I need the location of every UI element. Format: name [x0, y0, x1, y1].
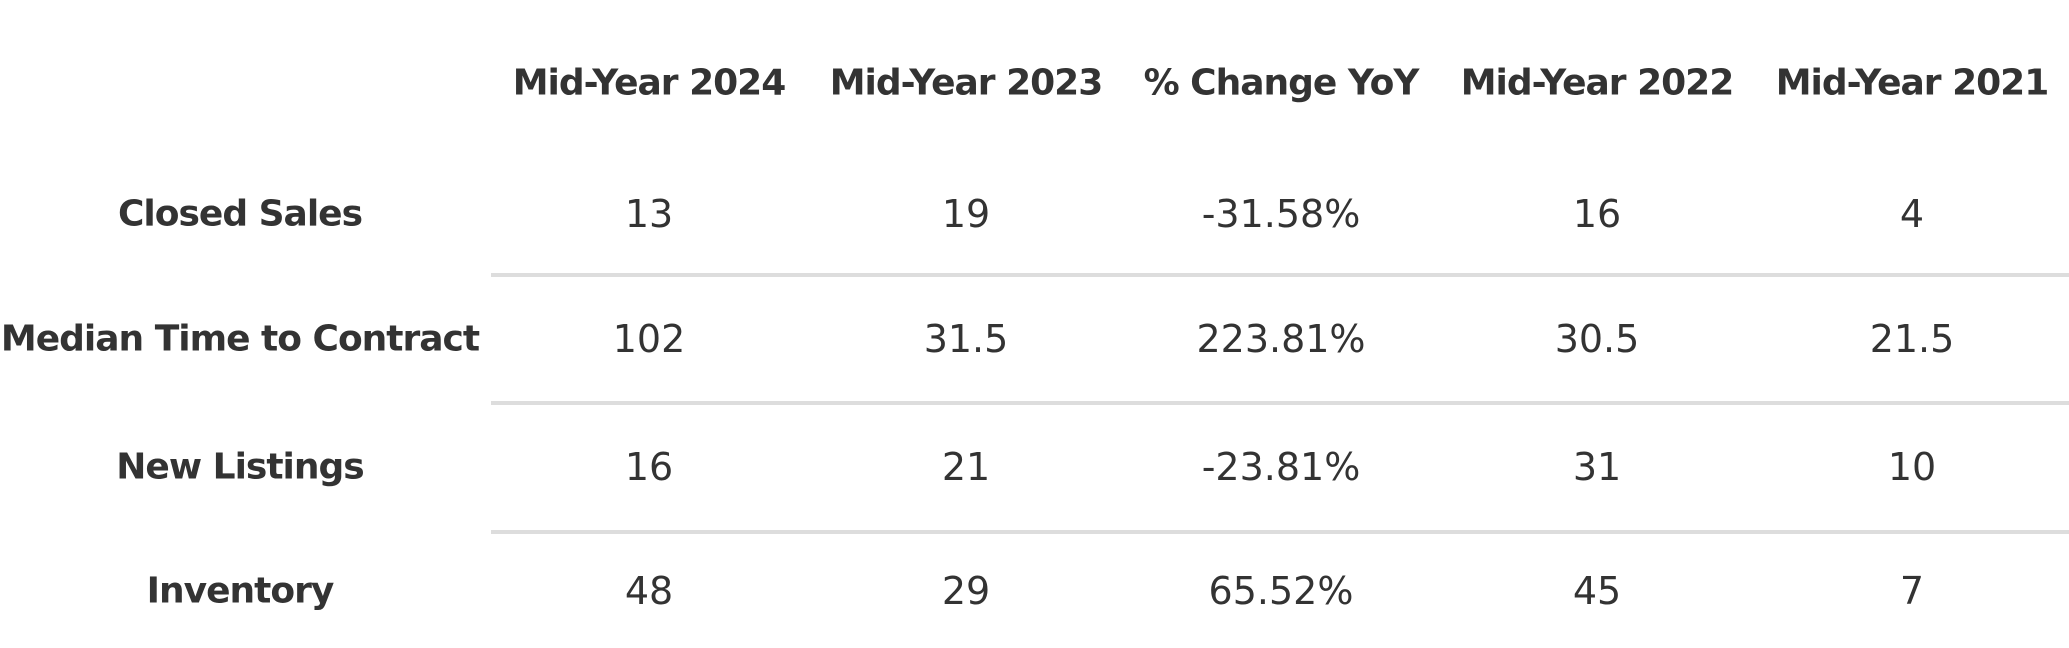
column-header: Mid-Year 2021 — [1775, 62, 2050, 104]
column-header: Mid-Year 2022 — [1460, 62, 1735, 104]
column-header: Mid-Year 2024 — [512, 62, 787, 104]
row-separator — [491, 401, 2069, 405]
cell-value: 13 — [624, 192, 674, 236]
row-label: Closed Sales — [117, 193, 363, 235]
cell-value: 4 — [1899, 192, 1925, 236]
cell-value: 7 — [1899, 569, 1925, 613]
cell-value: 29 — [941, 569, 991, 613]
cell-value: -31.58% — [1201, 192, 1361, 236]
cell-value: 102 — [612, 317, 686, 361]
cell-value: 31 — [1572, 445, 1622, 489]
cell-value: 45 — [1572, 569, 1622, 613]
cell-value: 16 — [1572, 192, 1622, 236]
column-header: % Change YoY — [1143, 62, 1420, 104]
cell-value: 223.81% — [1196, 317, 1366, 361]
cell-value: 19 — [941, 192, 991, 236]
row-label: Inventory — [146, 570, 335, 612]
cell-value: 48 — [624, 569, 674, 613]
row-label: New Listings — [116, 446, 364, 488]
column-header: Mid-Year 2023 — [829, 62, 1104, 104]
cell-value: -23.81% — [1201, 445, 1361, 489]
cell-value: 21 — [941, 445, 991, 489]
row-label: Median Time to Contract — [0, 318, 480, 360]
cell-value: 31.5 — [923, 317, 1009, 361]
row-separator — [491, 273, 2069, 277]
cell-value: 16 — [624, 445, 674, 489]
row-separator — [491, 530, 2069, 534]
cell-value: 65.52% — [1208, 569, 1354, 613]
cell-value: 21.5 — [1869, 317, 1955, 361]
cell-value: 30.5 — [1554, 317, 1640, 361]
cell-value: 10 — [1887, 445, 1937, 489]
